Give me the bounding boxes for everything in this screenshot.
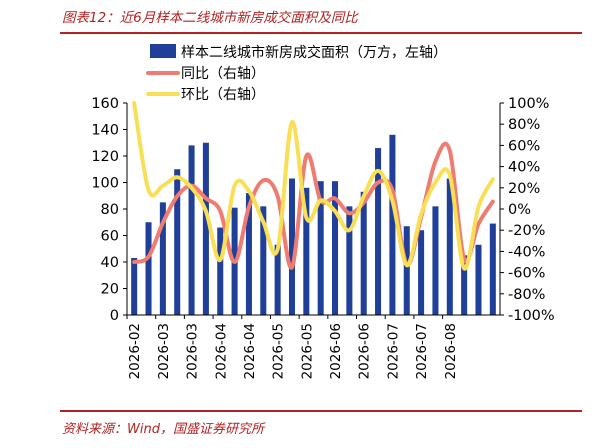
- yoy-line: [132, 141, 495, 270]
- bar: [303, 187, 310, 315]
- right-tick-label: 20%: [508, 181, 540, 197]
- footer-divider: [60, 410, 582, 412]
- x-tick-label: 2026-05: [271, 323, 287, 379]
- left-tick-label: 140: [91, 123, 119, 139]
- legend: 样本二线城市新房成交面积（万方，左轴） 同比（右轴） 环比（右轴）: [146, 44, 447, 103]
- x-tick-label: 2026-03: [185, 323, 201, 379]
- chart-title: 图表12：近6月样本二线城市新房成交面积及同比: [62, 10, 358, 26]
- bar: [159, 202, 166, 316]
- x-tick-label: 2026-07: [385, 323, 401, 379]
- bar: [446, 178, 453, 315]
- x-tick-label: 2026-03: [156, 323, 172, 379]
- legend-bar-swatch: [150, 44, 176, 58]
- bar: [188, 145, 195, 315]
- left-tick-label: 120: [91, 149, 119, 165]
- left-tick-label: 40: [101, 255, 119, 271]
- bar: [217, 227, 224, 315]
- bar: [461, 255, 468, 316]
- bar: [202, 142, 209, 315]
- bar: [403, 226, 410, 315]
- axes: 0 20 40 60 80 100 120 140 160 -100% -80% -60% -40% -2…: [91, 96, 554, 379]
- left-tick-label: 20: [101, 282, 119, 298]
- bar: [418, 230, 425, 315]
- left-tick-label: 80: [101, 202, 119, 218]
- bar: [432, 206, 439, 315]
- source-note: 资料来源：Wind，国盛证券研究所: [62, 422, 264, 437]
- x-tick-label: 2026-02: [127, 323, 143, 379]
- left-tick-label: 0: [110, 308, 119, 324]
- right-tick-label: 40%: [508, 160, 540, 176]
- right-tick-label: 0%: [508, 202, 531, 218]
- right-tick-label: 100%: [508, 96, 549, 112]
- bar: [489, 223, 496, 315]
- x-tick-label: 2026-04: [242, 323, 258, 379]
- bar: [375, 148, 382, 315]
- mom-line: [132, 101, 495, 271]
- bar: [131, 258, 138, 315]
- x-tick-label: 2026-05: [299, 323, 315, 379]
- bar: [288, 178, 295, 315]
- bar: [475, 244, 482, 315]
- bar: [346, 206, 353, 315]
- bar: [389, 134, 396, 315]
- right-tick-label: -80%: [508, 287, 545, 303]
- bar: [332, 181, 339, 315]
- x-tick-label: 2026-06: [328, 323, 344, 379]
- bar: [274, 244, 281, 315]
- bar-series: [131, 134, 496, 316]
- bar: [174, 169, 181, 315]
- bar: [360, 191, 367, 315]
- right-tick-label: -100%: [508, 308, 555, 324]
- bar: [317, 181, 324, 315]
- line-series: [132, 101, 495, 271]
- right-tick-label: 80%: [508, 117, 540, 133]
- left-tick-label: 100: [91, 176, 119, 192]
- bar: [145, 222, 152, 315]
- right-tick-label: 60%: [508, 138, 540, 154]
- right-tick-label: -60%: [508, 266, 545, 282]
- x-tick-label: 2026-04: [213, 323, 229, 379]
- left-tick-label: 160: [91, 96, 119, 112]
- x-tick-label: 2026-08: [443, 323, 459, 379]
- legend-label-area: 样本二线城市新房成交面积（万方，左轴）: [181, 44, 447, 61]
- x-tick-label: 2026-07: [414, 323, 430, 379]
- left-tick-label: 60: [101, 229, 119, 245]
- bar: [245, 193, 252, 315]
- bar: [260, 206, 267, 315]
- x-tick-label: 2026-06: [357, 323, 373, 379]
- legend-label-yoy: 同比（右轴）: [181, 66, 265, 82]
- right-tick-label: -20%: [508, 223, 545, 239]
- title-divider: [60, 32, 582, 34]
- right-tick-label: -40%: [508, 244, 545, 260]
- legend-label-mom: 环比（右轴）: [181, 87, 265, 103]
